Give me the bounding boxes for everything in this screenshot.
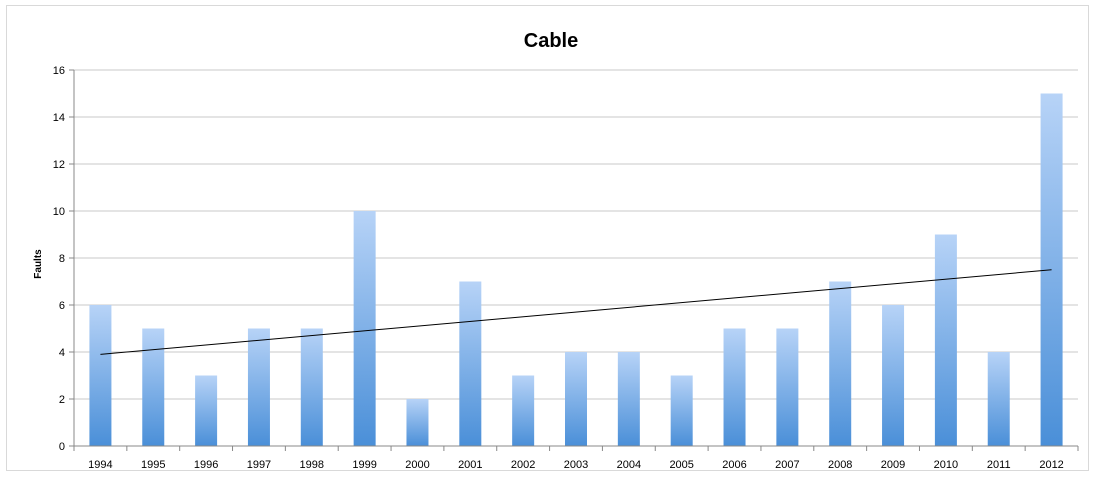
- y-axis-label: Faults: [33, 249, 44, 279]
- chart-frame: [6, 5, 1089, 471]
- bar: [142, 328, 165, 446]
- y-tick-label: 6: [59, 300, 65, 312]
- bar: [512, 375, 535, 446]
- y-tick-label: 2: [59, 394, 65, 406]
- x-tick-label: 2003: [564, 459, 588, 471]
- y-tick-label: 0: [59, 441, 65, 453]
- x-tick-label: 2004: [617, 459, 641, 471]
- bar: [89, 305, 112, 446]
- x-tick-label: 1995: [141, 459, 165, 471]
- bar: [459, 281, 482, 446]
- bar: [195, 375, 218, 446]
- x-tick-label: 2009: [881, 459, 905, 471]
- x-tick-label: 2008: [828, 459, 852, 471]
- chart-title: Cable: [524, 30, 578, 52]
- bar: [934, 234, 957, 446]
- x-tick-label: 2007: [775, 459, 799, 471]
- x-tick-label: 2006: [722, 459, 746, 471]
- bar: [882, 305, 905, 446]
- bar: [300, 328, 323, 446]
- bar: [723, 328, 746, 446]
- x-tick-label: 2005: [669, 459, 693, 471]
- bar: [406, 399, 429, 446]
- x-tick-label: 1996: [194, 459, 218, 471]
- x-tick-label: 1998: [300, 459, 324, 471]
- y-tick-label: 16: [53, 65, 65, 77]
- x-tick-label: 2010: [934, 459, 958, 471]
- bar: [670, 375, 693, 446]
- bar: [565, 352, 587, 446]
- bar: [617, 352, 640, 446]
- x-tick-label: 2000: [405, 459, 429, 471]
- y-tick-label: 10: [53, 206, 65, 218]
- x-tick-label: 1994: [88, 459, 112, 471]
- x-tick-label: 2012: [1039, 459, 1063, 471]
- x-tick-label: 1999: [352, 459, 376, 471]
- y-tick-label: 12: [53, 159, 65, 171]
- bar: [353, 211, 376, 446]
- x-tick-label: 2001: [458, 459, 482, 471]
- bar: [829, 281, 852, 446]
- y-tick-label: 14: [53, 112, 65, 124]
- bar: [987, 352, 1010, 446]
- y-tick-label: 8: [59, 253, 65, 265]
- x-tick-label: 1997: [247, 459, 271, 471]
- y-tick-label: 4: [59, 347, 65, 359]
- bar: [247, 328, 270, 446]
- bar: [776, 328, 799, 446]
- trendline: [100, 269, 1052, 355]
- x-tick-label: 2011: [987, 459, 1011, 471]
- x-tick-label: 2002: [511, 459, 535, 471]
